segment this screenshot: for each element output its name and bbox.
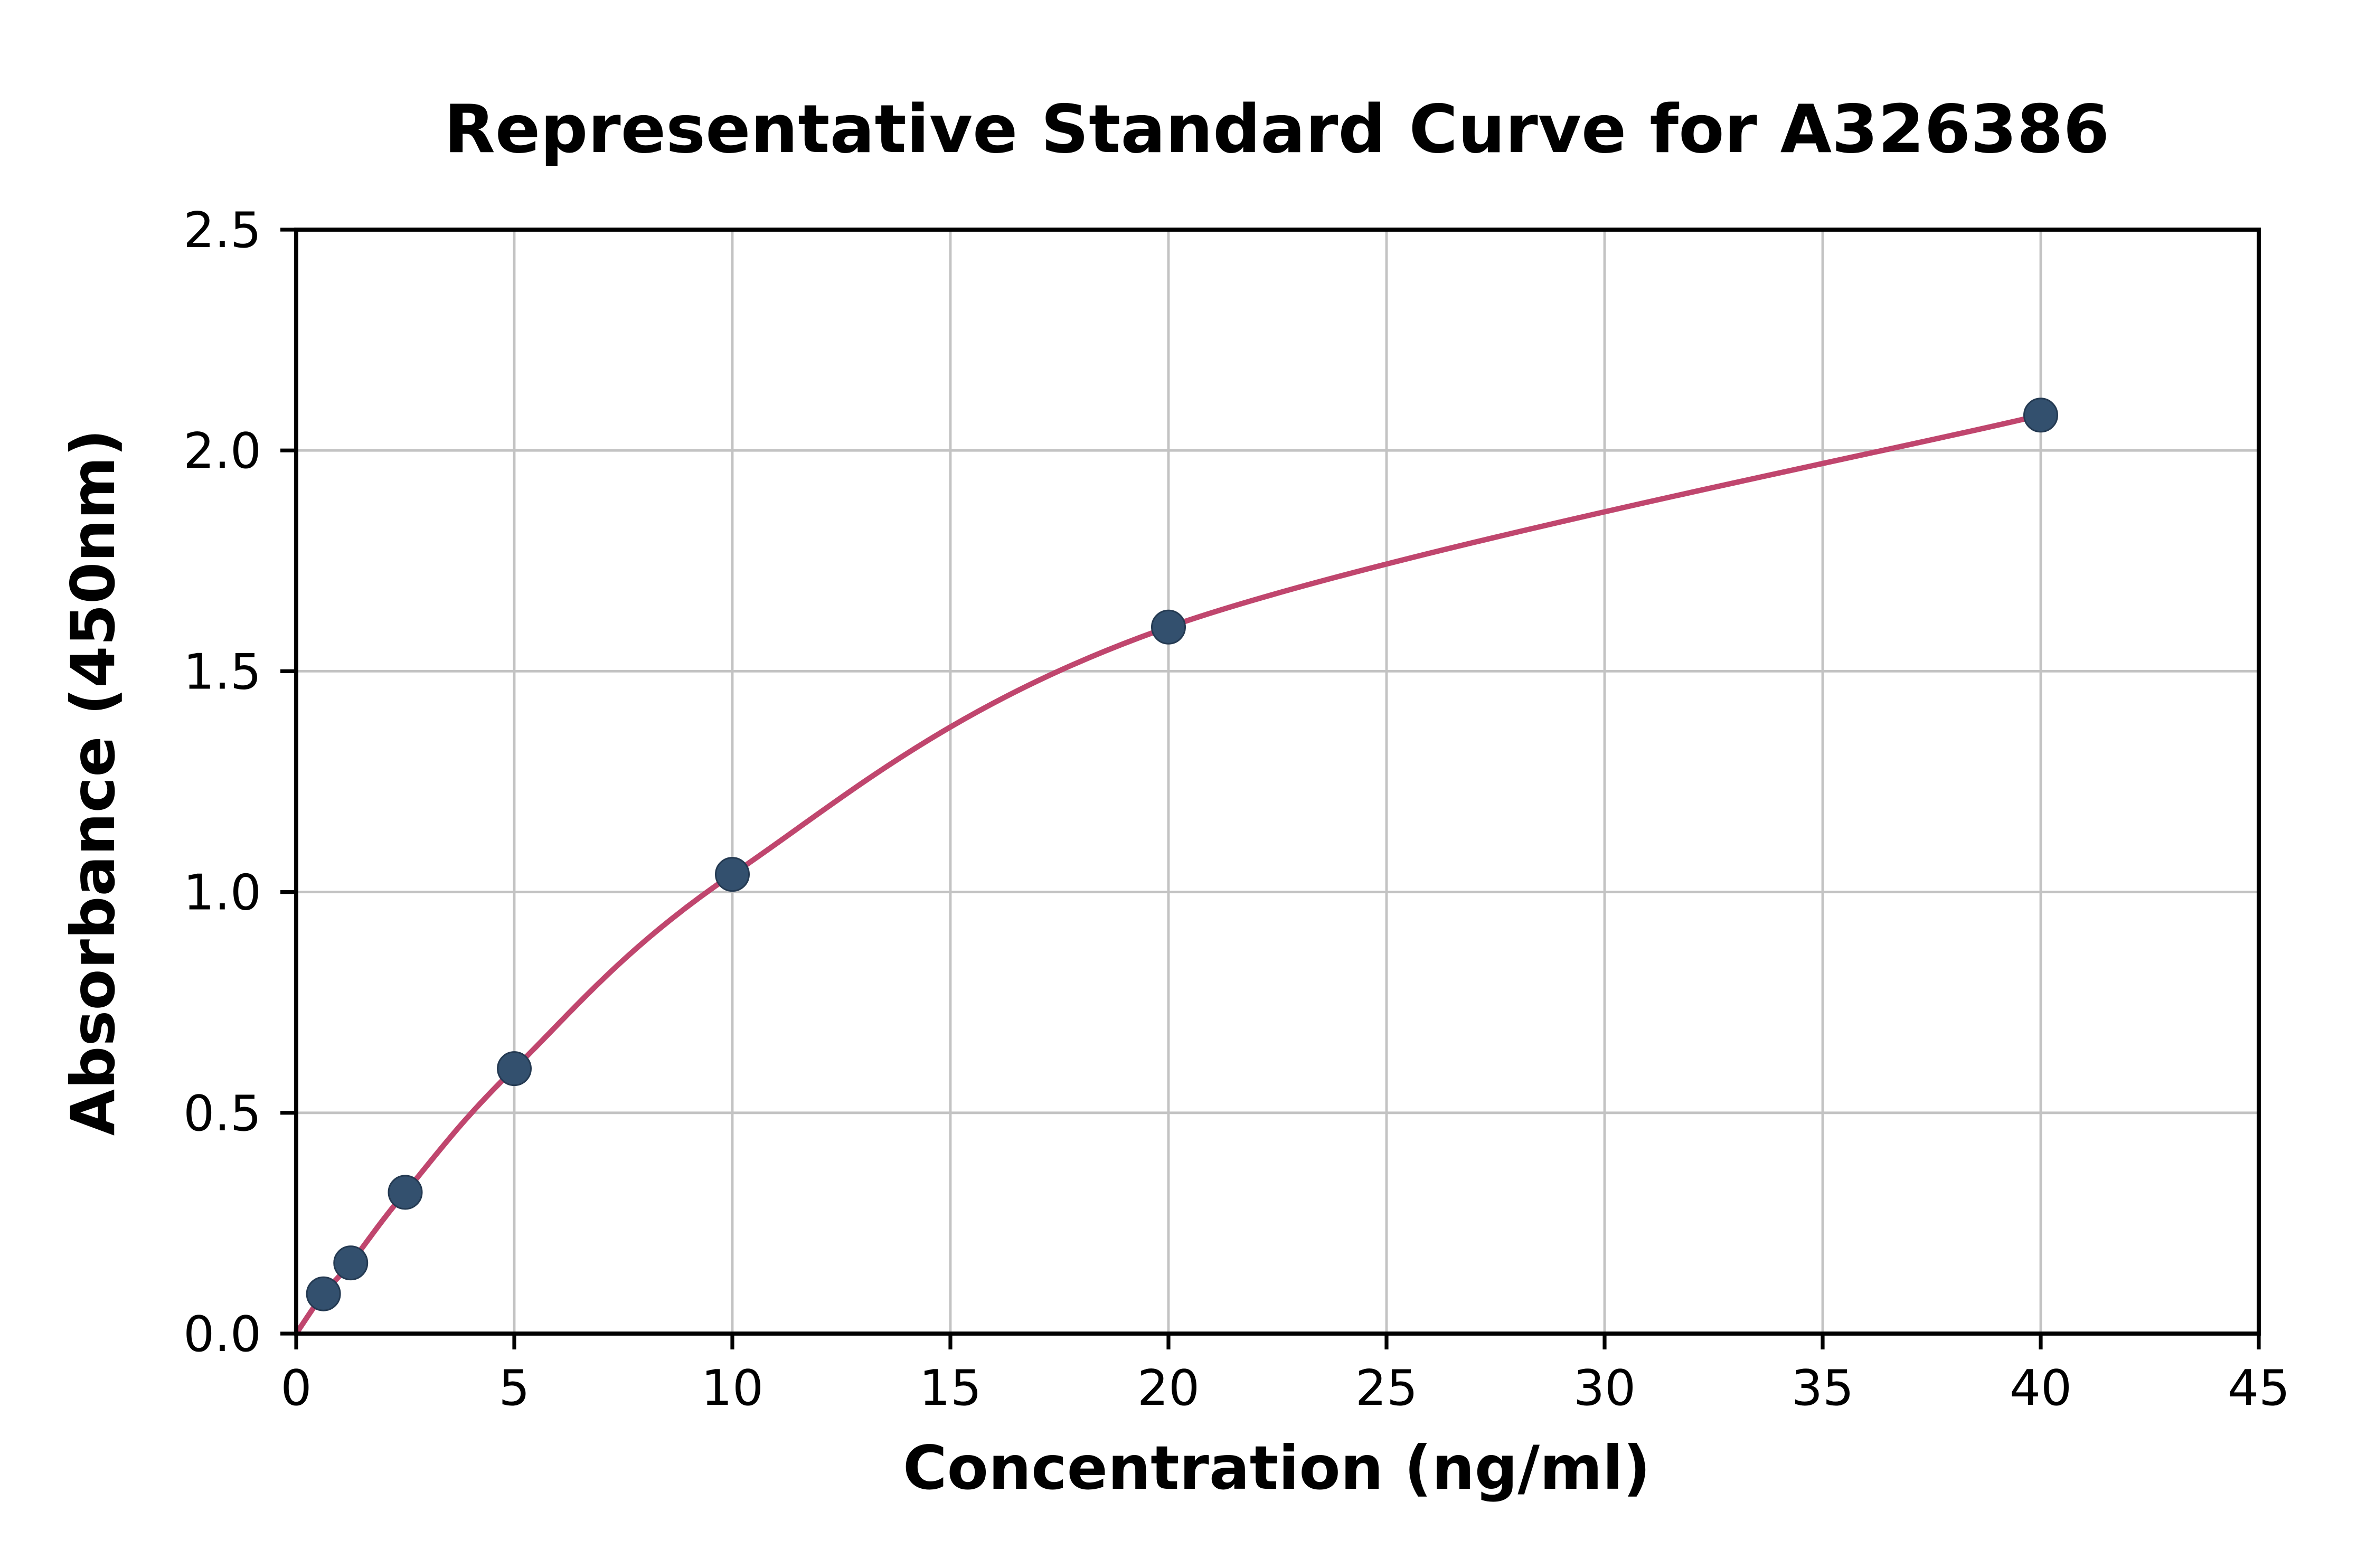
chart-title: Representative Standard Curve for A32638… [444,90,2109,168]
y-tick-label: 2.0 [183,422,261,479]
plot-area [296,230,2259,1334]
x-tick-label: 5 [498,1359,530,1416]
tick-marks [280,228,2261,1349]
x-axis-label: Concentration (ng/ml) [903,1433,1651,1503]
x-tick-labels: 0 5 10 15 20 25 30 35 40 45 [280,1359,2290,1416]
data-point [715,857,750,892]
y-tick-label: 1.5 [183,643,261,700]
y-tick-label: 1.0 [183,864,261,921]
x-tick-label: 35 [1792,1359,1854,1416]
y-tick-label: 2.5 [183,202,261,259]
y-tick-label: 0.5 [183,1085,261,1142]
x-tick-label: 40 [2010,1359,2072,1416]
data-point [333,1245,369,1281]
y-axis-label: Absorbance (450nm) [58,429,128,1136]
x-tick-label: 0 [280,1359,312,1416]
data-points-layer [306,398,2059,1311]
data-point [388,1175,423,1210]
data-point [306,1276,341,1311]
x-tick-label: 15 [919,1359,982,1416]
data-point [1151,609,1186,645]
y-tick-label: 0.0 [183,1306,261,1363]
data-point [496,1051,532,1087]
x-tick-label: 30 [1573,1359,1636,1416]
x-tick-label: 25 [1355,1359,1418,1416]
axes-spines [294,228,2261,1336]
data-point [2023,398,2059,433]
x-tick-label: 10 [701,1359,763,1416]
x-tick-label: 20 [1137,1359,1200,1416]
y-tick-labels: 0.0 0.5 1.0 1.5 2.0 2.5 [183,202,261,1363]
x-tick-label: 45 [2228,1359,2290,1416]
